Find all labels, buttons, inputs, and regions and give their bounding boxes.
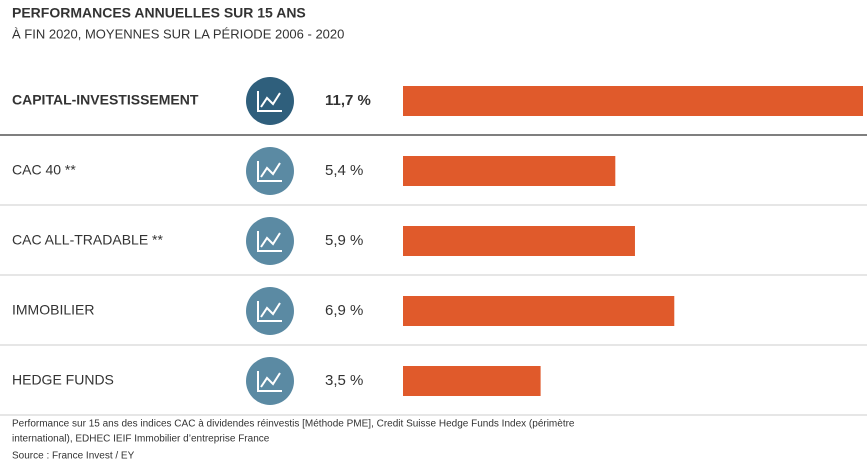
- bar: [403, 156, 616, 186]
- note: international), EDHEC IEIF Immobilier d’…: [12, 434, 270, 445]
- bar: [403, 296, 675, 326]
- icon: [257, 301, 282, 322]
- category-label: CAC 40 **: [12, 162, 76, 178]
- icon: [257, 231, 282, 252]
- chart-title: PERFORMANCES ANNUELLES SUR 15 ANS: [12, 5, 306, 21]
- source: Source : France Invest / EY: [12, 451, 135, 462]
- bar: [403, 86, 863, 116]
- category-label: IMMOBILIER: [12, 302, 94, 318]
- category-label: CAC ALL-TRADABLE **: [12, 232, 163, 248]
- icon: [257, 371, 282, 392]
- chart-subtitle: À FIN 2020, MOYENNES SUR LA PÉRIODE 2006…: [12, 26, 344, 41]
- value-label: 6,9 %: [325, 302, 363, 319]
- value-label: 3,5 %: [325, 372, 363, 389]
- value-label: 5,9 %: [325, 232, 363, 249]
- category-label: CAPITAL-INVESTISSEMENT: [12, 92, 199, 108]
- note: Performance sur 15 ans des indices CAC à…: [12, 419, 575, 430]
- value-label: 5,4 %: [325, 162, 363, 179]
- icon: [257, 161, 282, 182]
- category-label: HEDGE FUNDS: [12, 372, 114, 388]
- bar: [403, 366, 541, 396]
- value-label: 11,7 %: [325, 92, 371, 109]
- icon: [257, 91, 282, 112]
- bar: [403, 226, 635, 256]
